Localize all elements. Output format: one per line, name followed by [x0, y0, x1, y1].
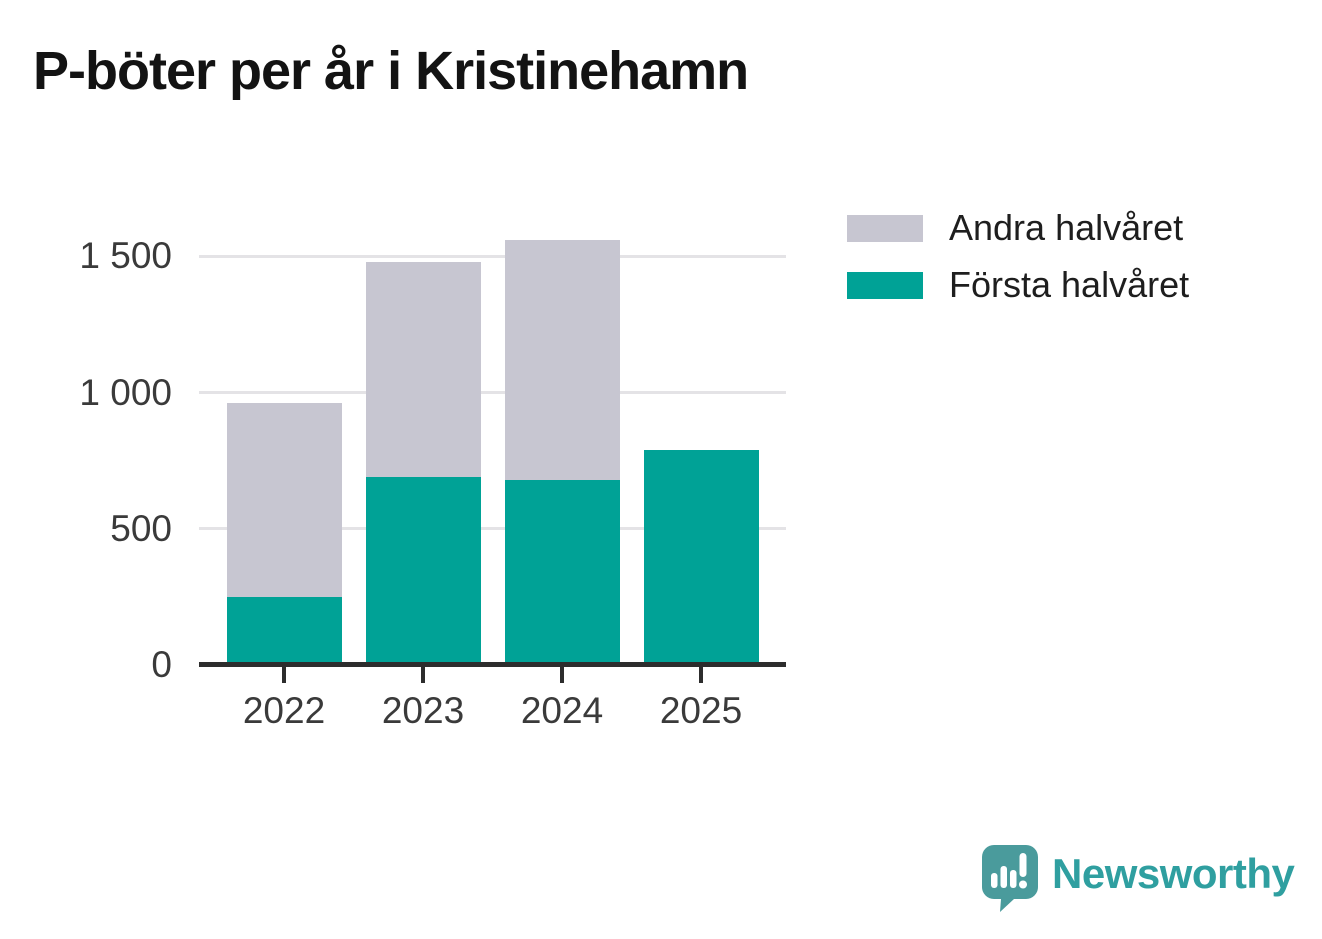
- bar-2022-f-rsta-halv-ret: [226, 596, 342, 665]
- legend-swatch: [847, 214, 923, 242]
- brand-wordmark: Newsworthy: [1052, 850, 1295, 897]
- x-tick-2025: [699, 667, 703, 683]
- x-tick-2024: [560, 667, 564, 683]
- bar-2023-andra-halv-ret: [365, 261, 481, 477]
- chart-title: P-böter per år i Kristinehamn: [33, 41, 749, 101]
- x-tick-label-2024: 2024: [520, 690, 604, 731]
- bar-2024-f-rsta-halv-ret: [504, 479, 620, 665]
- y-tick-label-1000: 1 000: [79, 371, 172, 413]
- brand-logo: Newsworthy: [980, 843, 1295, 913]
- plot-area: 0 500 1 000 1 500 2022 2023 2024 2025: [79, 229, 786, 731]
- y-tick-label-500: 500: [110, 507, 172, 549]
- x-tick-label-2023: 2023: [381, 690, 465, 731]
- legend-item-andra-halv-ret: Andra halvåret: [847, 207, 1189, 249]
- y-tick-label-1500: 1 500: [79, 235, 172, 277]
- x-axis-line: [199, 662, 786, 667]
- legend-item-f-rsta-halv-ret: Första halvåret: [847, 264, 1189, 306]
- bar-2023-f-rsta-halv-ret: [365, 476, 481, 665]
- legend-label: Andra halvåret: [949, 207, 1184, 248]
- newsworthy-bubble-icon: [982, 845, 1038, 912]
- bar-2022-andra-halv-ret: [226, 403, 342, 597]
- gridline-500: [199, 527, 786, 531]
- gridline-1000: [199, 391, 786, 394]
- x-tick-label-2025: 2025: [659, 690, 743, 731]
- bar-2024-andra-halv-ret: [504, 239, 620, 480]
- legend-swatch: [847, 271, 923, 299]
- legend-label: Första halvåret: [949, 264, 1190, 305]
- x-tick-2023: [421, 667, 425, 683]
- x-tick-2022: [282, 667, 286, 683]
- y-tick-label-0: 0: [151, 644, 172, 685]
- gridline-1500: [199, 254, 786, 258]
- legend: Andra halvåret Första halvåret: [847, 207, 1189, 306]
- bar-2025-f-rsta-halv-ret: [643, 449, 759, 665]
- x-tick-label-2022: 2022: [242, 690, 326, 731]
